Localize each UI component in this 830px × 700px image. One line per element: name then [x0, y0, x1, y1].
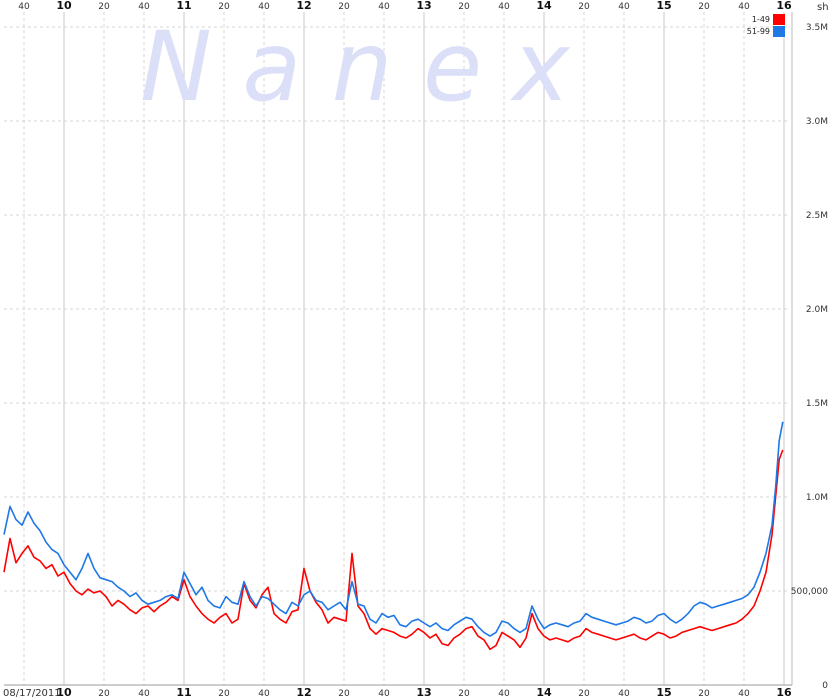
x-tick-bottom-label: 20: [98, 689, 110, 699]
y-tick-label: 2.5M: [806, 211, 828, 221]
x-tick-top-label: 20: [218, 2, 230, 12]
x-tick-top-label: 10: [56, 0, 72, 12]
y-unit-label: sh: [817, 2, 829, 13]
x-tick-top-label: 13: [416, 0, 431, 12]
x-tick-top-label: 12: [296, 0, 311, 12]
x-tick-bottom-label: 13: [416, 686, 431, 699]
x-tick-top-label: 40: [138, 2, 150, 12]
legend-swatch: [773, 14, 785, 25]
y-tick-label: 3.5M: [806, 23, 828, 33]
x-axis-top-ticks: 40 10 20 40 11 20 40 12 20 40 13 20 40 14 20 40 15 20 40 16: [18, 0, 792, 12]
x-tick-top-label: 11: [176, 0, 191, 12]
y-tick-label: 3.0M: [806, 117, 828, 127]
x-tick-top-label: 20: [458, 2, 470, 12]
x-tick-bottom-label: 20: [218, 689, 230, 699]
x-tick-bottom-label: 12: [296, 686, 311, 699]
y-tick-label: 500,000: [791, 587, 828, 597]
x-tick-bottom-label: 20: [698, 689, 710, 699]
x-tick-bottom-label: 40: [378, 689, 390, 699]
legend-label: 51-99: [747, 27, 770, 36]
x-tick-top-label: 20: [578, 2, 590, 12]
x-axis-bottom-ticks: 10 20 40 11 20 40 12 20 40 13 20 40 14 20 40 15 20 40 16: [56, 686, 792, 699]
x-tick-top-label: 20: [698, 2, 710, 12]
legend-swatch: [773, 26, 785, 37]
x-tick-bottom-label: 14: [536, 686, 552, 699]
legend: 1-49 51-99: [747, 14, 785, 37]
x-tick-bottom-label: 40: [738, 689, 750, 699]
series-line-51-99: [3, 421, 784, 637]
series-lines: [3, 421, 784, 651]
x-tick-bottom-label: 20: [338, 689, 350, 699]
x-tick-bottom-label: 16: [776, 686, 792, 699]
x-tick-top-label: 40: [378, 2, 390, 12]
x-tick-top-label: 20: [338, 2, 350, 12]
grid-lines: [4, 12, 793, 686]
series-line-1-49: [3, 449, 784, 651]
x-tick-top-label: 20: [98, 2, 110, 12]
y-tick-label: 0: [822, 681, 828, 691]
y-tick-label: 1.5M: [806, 399, 828, 409]
legend-label: 1-49: [752, 15, 770, 24]
x-tick-bottom-label: 20: [578, 689, 590, 699]
x-tick-bottom-label: 10: [56, 686, 72, 699]
y-tick-label: 2.0M: [806, 305, 828, 315]
x-tick-top-label: 15: [656, 0, 671, 12]
x-tick-top-label: 40: [18, 2, 30, 12]
x-tick-top-label: 40: [498, 2, 510, 12]
y-tick-label: 1.0M: [806, 493, 828, 503]
y-axis-ticks: 0 500,000 1.0M 1.5M 2.0M 2.5M 3.0M 3.5M: [791, 23, 828, 691]
x-tick-top-label: 16: [776, 0, 792, 12]
x-tick-top-label: 40: [618, 2, 630, 12]
x-tick-bottom-label: 40: [618, 689, 630, 699]
x-tick-bottom-label: 15: [656, 686, 671, 699]
x-tick-top-label: 40: [258, 2, 270, 12]
x-tick-bottom-label: 40: [138, 689, 150, 699]
date-label: 08/17/2011: [3, 688, 61, 699]
x-tick-bottom-label: 40: [498, 689, 510, 699]
x-tick-top-label: 40: [738, 2, 750, 12]
x-tick-bottom-label: 40: [258, 689, 270, 699]
x-tick-bottom-label: 11: [176, 686, 191, 699]
x-tick-bottom-label: 20: [458, 689, 470, 699]
x-tick-top-label: 14: [536, 0, 552, 12]
nanex-watermark: N a n e x: [140, 11, 571, 123]
